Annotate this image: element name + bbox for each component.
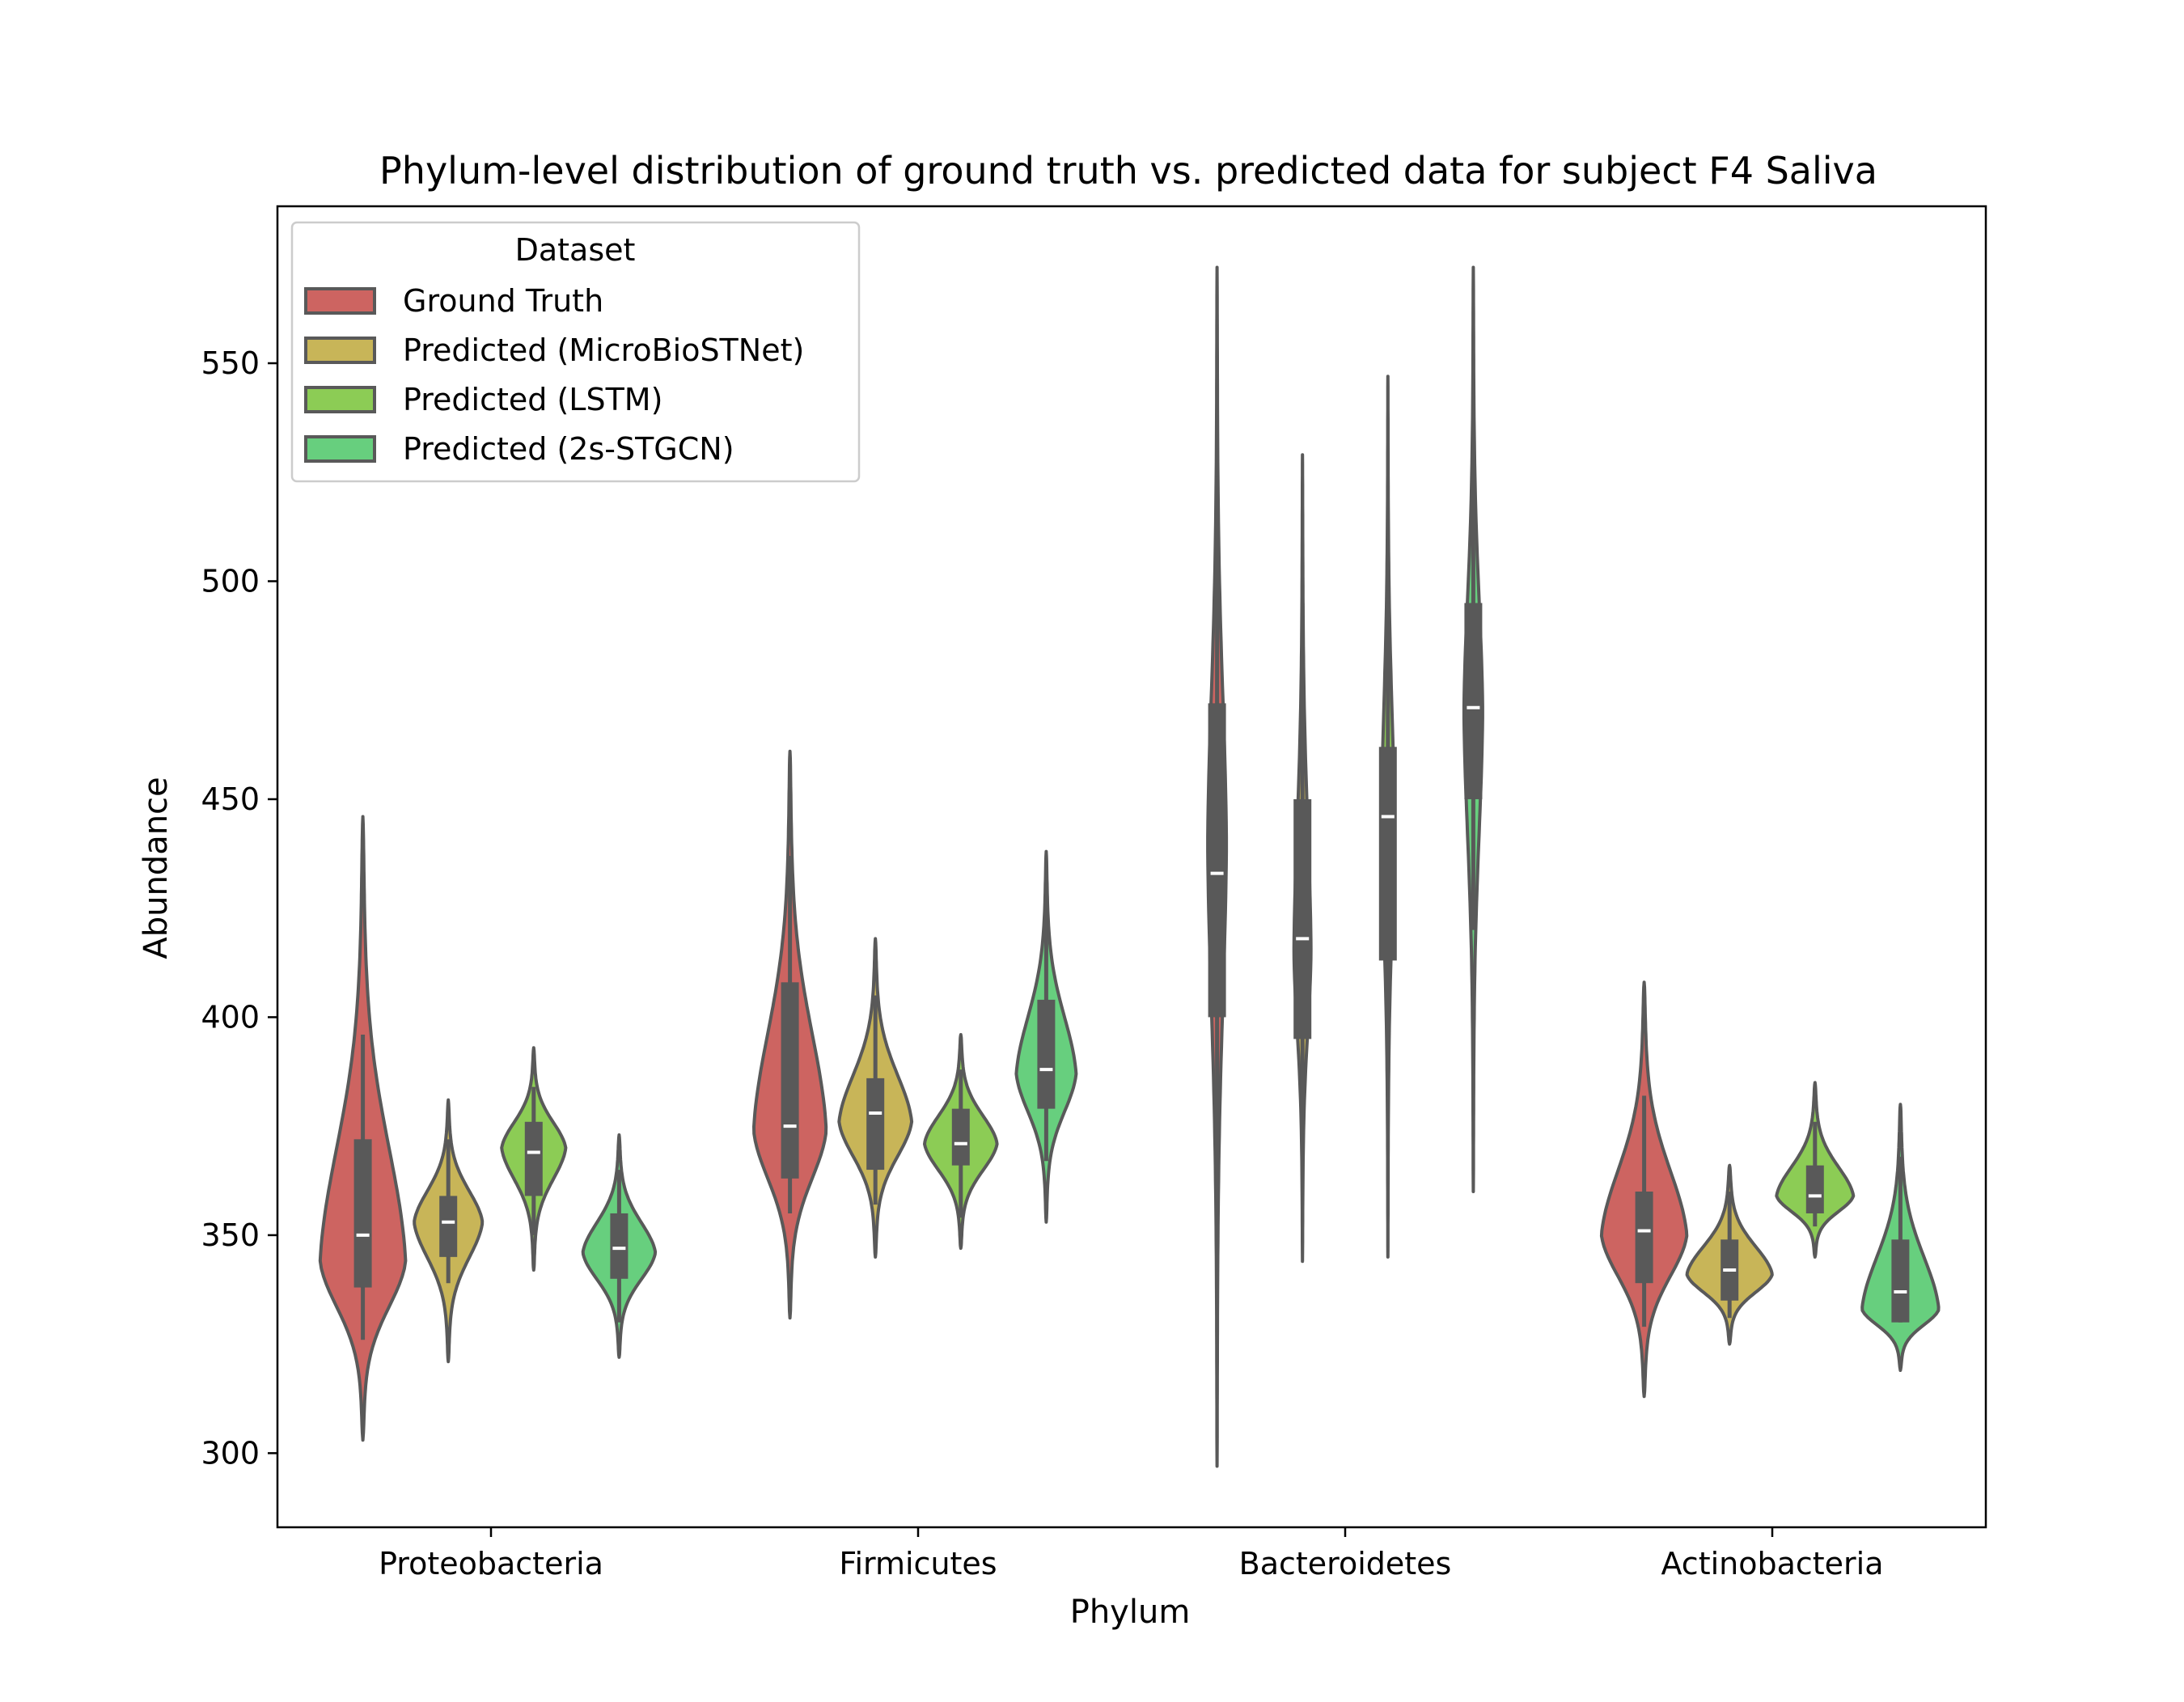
violin-predicted-microbiostnet-bacteroidetes <box>1292 453 1313 1264</box>
violin-predicted-lstm-bacteroidetes <box>1378 375 1397 1259</box>
x-axis-label: Phylum <box>1070 1594 1191 1631</box>
violin-iqr-box <box>1891 1239 1910 1323</box>
violin-predicted-lstm-actinobacteria <box>1775 1081 1856 1259</box>
legend-label-predicted-microbiostnet: Predicted (MicroBioSTNet) <box>403 332 804 368</box>
violin-ground-truth-actinobacteria <box>1599 980 1689 1399</box>
y-axis-ticks: 300 350 400 450 500 550 <box>201 345 277 1471</box>
y-tick-label: 550 <box>201 345 260 381</box>
violin-iqr-box <box>1635 1192 1653 1284</box>
y-axis-label: Abundance <box>138 777 175 959</box>
violin-ground-truth-proteobacteria <box>318 815 408 1442</box>
legend-label-predicted-lstm: Predicted (LSTM) <box>403 382 662 417</box>
violin-iqr-box <box>781 982 799 1179</box>
x-tick-label: Proteobacteria <box>379 1546 603 1581</box>
violin-iqr-box <box>524 1121 543 1196</box>
violin-predicted-2s-stgcn-actinobacteria <box>1860 1103 1941 1372</box>
x-tick-label: Bacteroidetes <box>1239 1546 1452 1581</box>
x-axis-ticks: Proteobacteria Firmicutes Bacteroidetes Act… <box>379 1527 1884 1581</box>
legend-title: Dataset <box>515 232 636 268</box>
violin-predicted-2s-stgcn-firmicutes <box>1014 849 1078 1224</box>
violin-predicted-2s-stgcn-bacteroidetes <box>1462 265 1484 1193</box>
chart-title: Phylum-level distribution of ground trut… <box>379 149 1877 193</box>
violin-predicted-microbiostnet-proteobacteria <box>413 1098 485 1364</box>
violins-layer <box>318 265 1941 1468</box>
y-tick-label: 350 <box>201 1217 260 1253</box>
legend-items: Ground Truth Predicted (MicroBioSTNet) Pre… <box>304 283 804 467</box>
violin-iqr-box <box>1037 999 1056 1109</box>
violin-iqr-box <box>1378 747 1397 961</box>
violin-iqr-box <box>353 1139 372 1288</box>
violin-iqr-box <box>1464 603 1483 799</box>
violin-predicted-lstm-proteobacteria <box>500 1046 568 1272</box>
y-tick-label: 450 <box>201 781 260 817</box>
legend-swatch-predicted-lstm <box>304 386 376 413</box>
violin-predicted-microbiostnet-firmicutes <box>837 937 914 1259</box>
y-tick-label: 500 <box>201 563 260 599</box>
violin-predicted-lstm-firmicutes <box>923 1033 999 1251</box>
legend-label-predicted-2s-stgcn: Predicted (2s-STGCN) <box>403 431 734 467</box>
violin-ground-truth-bacteroidetes <box>1206 265 1229 1468</box>
x-tick-label: Firmicutes <box>839 1546 997 1581</box>
legend-swatch-predicted-2s-stgcn <box>304 435 376 463</box>
violin-iqr-box <box>1805 1165 1824 1213</box>
legend-label-ground-truth: Ground Truth <box>403 283 603 319</box>
legend-frame <box>290 221 861 483</box>
plot-frame <box>276 205 1987 1529</box>
violin-iqr-box <box>1208 703 1226 1018</box>
x-tick-label: Actinobacteria <box>1661 1546 1883 1581</box>
violin-iqr-box <box>1293 798 1312 1039</box>
violin-iqr-box <box>439 1196 458 1257</box>
legend-swatch-ground-truth <box>304 287 376 315</box>
violin-ground-truth-firmicutes <box>752 749 828 1320</box>
violin-iqr-box <box>610 1213 629 1279</box>
y-tick-label: 400 <box>201 999 260 1035</box>
y-tick-label: 300 <box>201 1435 260 1471</box>
violin-predicted-2s-stgcn-proteobacteria <box>581 1133 658 1359</box>
legend: Dataset Ground Truth Predicted (MicroBioS… <box>290 221 861 483</box>
violin-iqr-box <box>866 1078 885 1171</box>
legend-swatch-predicted-microbiostnet <box>304 337 376 364</box>
violin-iqr-box <box>951 1108 970 1166</box>
violin-predicted-microbiostnet-actinobacteria <box>1685 1163 1774 1346</box>
